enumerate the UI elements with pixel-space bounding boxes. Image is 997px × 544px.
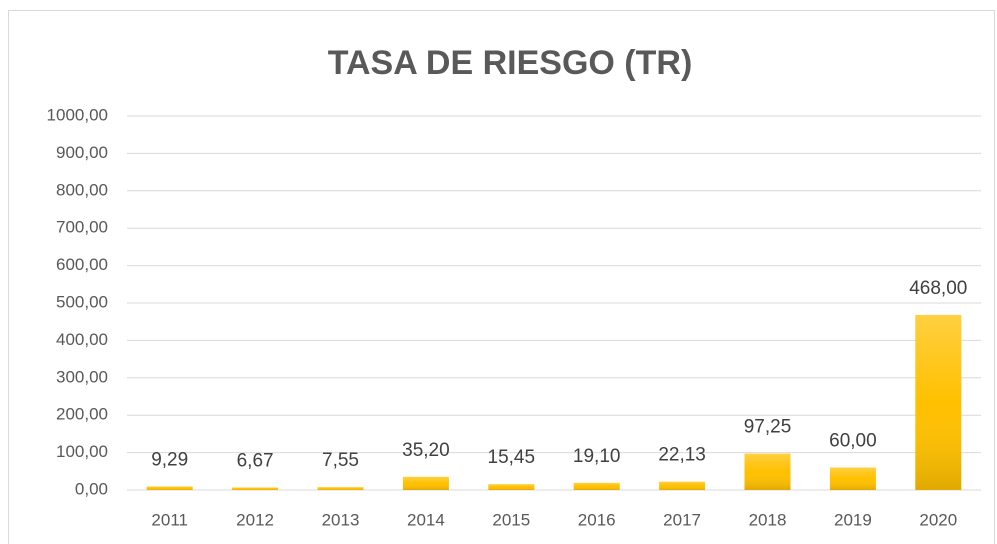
value-label: 97,25 (744, 417, 792, 438)
y-tick-label: 300,00 (56, 367, 108, 386)
chart-title: TASA DE RIESGO (TR) (328, 44, 693, 82)
value-label: 15,45 (488, 447, 536, 468)
value-label: 9,29 (151, 450, 188, 471)
y-tick-label: 600,00 (56, 255, 108, 274)
x-tick-label: 2013 (322, 510, 360, 529)
y-tick-label: 200,00 (56, 405, 108, 424)
y-tick-label: 800,00 (56, 180, 108, 199)
y-tick-label: 900,00 (56, 143, 108, 162)
bar-shade (146, 486, 193, 490)
value-label: 22,13 (658, 445, 706, 466)
x-tick-label: 2016 (578, 510, 616, 529)
bar-shade (317, 487, 364, 490)
value-label: 60,00 (829, 431, 877, 452)
value-label: 35,20 (402, 440, 450, 461)
value-label: 19,10 (573, 446, 621, 467)
x-tick-label: 2012 (236, 510, 274, 529)
bar-shade (659, 481, 706, 490)
y-tick-label: 0,00 (75, 479, 108, 498)
y-tick-label: 400,00 (56, 330, 108, 349)
x-tick-label: 2018 (749, 510, 787, 529)
x-tick-label: 2017 (663, 510, 701, 529)
chart-border (8, 10, 995, 544)
bar-shade (488, 484, 535, 490)
y-tick-label: 100,00 (56, 442, 108, 461)
value-label: 6,67 (237, 451, 274, 472)
bar-shade (232, 487, 279, 490)
x-tick-label: 2015 (492, 510, 530, 529)
x-tick-label: 2011 (151, 510, 188, 529)
value-label: 468,00 (909, 278, 967, 299)
bar-shade (829, 467, 876, 490)
x-tick-label: 2020 (919, 510, 957, 529)
y-tick-label: 500,00 (56, 292, 108, 311)
bar-shade (915, 314, 962, 490)
bar-shade (573, 482, 620, 490)
x-tick-label: 2019 (834, 510, 872, 529)
x-tick-label: 2014 (407, 510, 445, 529)
bar-shade (744, 453, 791, 490)
value-label: 7,55 (322, 450, 359, 471)
y-tick-label: 700,00 (56, 218, 108, 237)
bar-shade (402, 476, 449, 490)
y-tick-label: 1000,00 (47, 105, 108, 124)
